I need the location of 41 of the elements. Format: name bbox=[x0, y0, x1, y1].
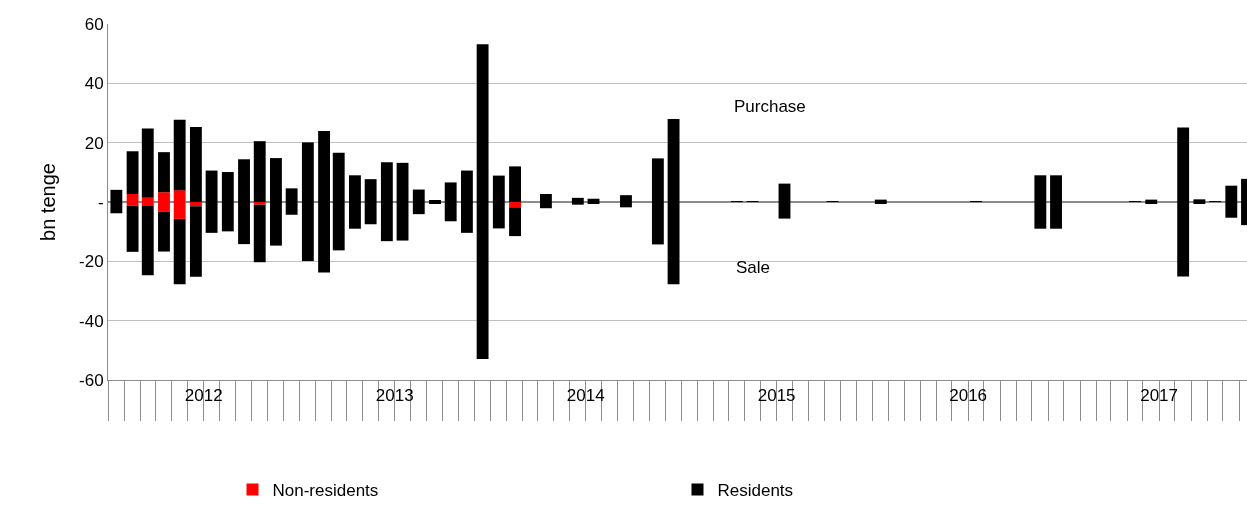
x-tick-label: 2017 bbox=[1140, 386, 1179, 406]
bar bbox=[509, 166, 521, 202]
annotation: Purchase bbox=[734, 97, 806, 116]
bar bbox=[253, 204, 266, 263]
x-tick-label: 2015 bbox=[757, 386, 796, 406]
bar bbox=[158, 211, 170, 252]
bar bbox=[173, 218, 186, 285]
bar bbox=[571, 197, 584, 202]
bar bbox=[141, 128, 154, 198]
bar bbox=[126, 193, 139, 202]
bar bbox=[509, 202, 521, 208]
bar bbox=[158, 152, 170, 193]
bar bbox=[1193, 199, 1206, 202]
annotation: Sale bbox=[736, 258, 771, 277]
bar bbox=[189, 202, 202, 207]
bar bbox=[141, 197, 154, 202]
bar bbox=[126, 151, 139, 194]
y-tick-label: 60 bbox=[84, 14, 104, 34]
bar bbox=[189, 206, 202, 277]
y-tick-label: - bbox=[97, 192, 104, 212]
y-axis-title: bn tenge bbox=[36, 163, 59, 241]
x-tick-label: 2012 bbox=[184, 386, 223, 406]
y-tick-label: 20 bbox=[84, 133, 104, 153]
bar bbox=[253, 202, 266, 205]
y-tick-label: -60 bbox=[79, 370, 104, 390]
bar bbox=[141, 205, 154, 276]
x-tick-label: 2014 bbox=[566, 386, 605, 406]
bar bbox=[253, 141, 266, 202]
y-tick-label: -20 bbox=[79, 252, 104, 272]
y-tick-label: -40 bbox=[79, 311, 104, 331]
x-tick-label: 2013 bbox=[375, 386, 414, 406]
bar bbox=[126, 205, 139, 252]
x-tick-label: 2016 bbox=[949, 386, 988, 406]
legend-label: Non-residents bbox=[272, 481, 379, 501]
y-tick-label: 40 bbox=[84, 74, 104, 94]
bar bbox=[571, 202, 584, 205]
bar bbox=[141, 202, 154, 206]
bar bbox=[173, 119, 186, 191]
legend-label: Residents bbox=[717, 481, 794, 501]
bar bbox=[509, 207, 521, 237]
bar bbox=[189, 126, 202, 202]
